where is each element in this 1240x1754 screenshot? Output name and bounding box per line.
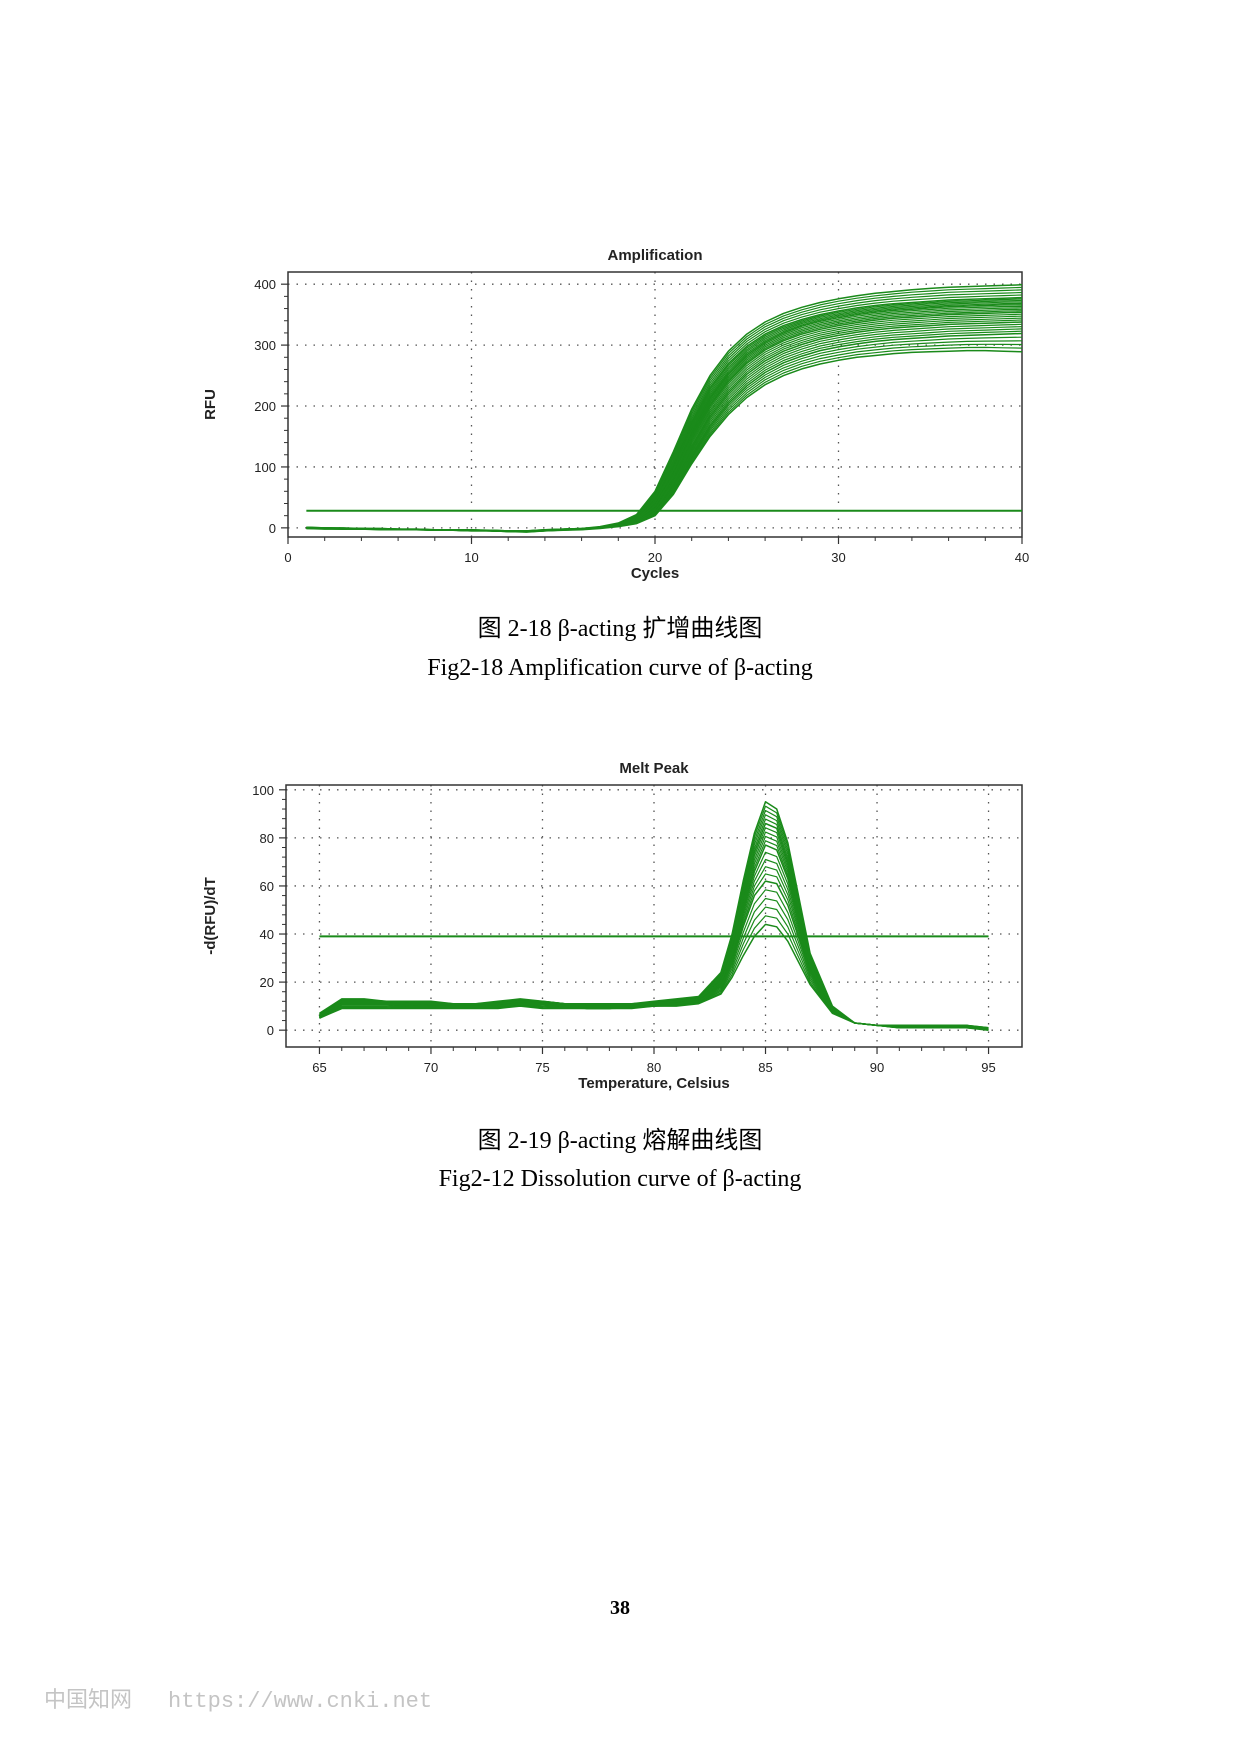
figure-caption-cn: 图 2-18 β-acting 扩增曲线图	[477, 616, 763, 642]
series-line-fill	[319, 805, 989, 1029]
y-tick-label: 100	[252, 783, 274, 798]
series-line	[319, 801, 989, 1029]
y-tick-label: 80	[260, 831, 274, 846]
x-tick-label: 10	[464, 550, 478, 565]
series-group	[319, 801, 989, 1031]
x-axis-label: Cycles	[631, 565, 679, 582]
figure-caption-en: Fig2-18 Amplification curve of β-acting	[427, 655, 813, 681]
x-tick-label: 40	[1015, 550, 1029, 565]
x-tick-label: 70	[424, 1060, 438, 1075]
y-tick-label: 60	[260, 879, 274, 894]
series-line-fill	[319, 906, 989, 1030]
series-line	[306, 349, 1023, 533]
series-line-fill	[319, 827, 989, 1031]
x-tick-label: 0	[284, 550, 291, 565]
x-tick-label: 30	[831, 550, 845, 565]
series-line-fill	[319, 840, 989, 1029]
watermark: 中国知网 https://www.cnki.net	[44, 1682, 468, 1714]
x-tick-label: 80	[647, 1060, 661, 1075]
y-tick-label: 40	[260, 927, 274, 942]
figure-caption-cn: 图 2-19 β-acting 熔解曲线图	[477, 1128, 763, 1154]
x-tick-label: 65	[312, 1060, 326, 1075]
melt-peak-plot: Melt Peak 65 70 75 80 85 90 95 0 20 40 60 80 100 Tempe…	[202, 760, 1023, 1092]
series-group	[306, 284, 1023, 533]
x-tick-label: 20	[648, 550, 662, 565]
y-tick-label: 300	[254, 338, 276, 353]
x-tick-label: 90	[870, 1060, 884, 1075]
watermark-brand: 中国知网	[44, 1689, 133, 1714]
series-line	[319, 822, 989, 1031]
y-tick-label: 400	[254, 277, 276, 292]
y-tick-label: 200	[254, 399, 276, 414]
series-line	[306, 332, 1023, 533]
y-axis-label: RFU	[202, 389, 219, 420]
x-tick-label: 85	[758, 1060, 772, 1075]
series-line-fill	[319, 835, 989, 1030]
chart-title: Amplification	[607, 247, 702, 264]
y-axis-label: -d(RFU)/dT	[202, 877, 219, 954]
figure-caption-en: Fig2-12 Dissolution curve of β-acting	[438, 1166, 802, 1192]
y-tick-label: 0	[267, 1023, 274, 1038]
x-tick-label: 95	[981, 1060, 995, 1075]
x-axis-label: Temperature, Celsius	[578, 1075, 729, 1092]
y-tick-label: 0	[269, 521, 276, 536]
chart-title: Melt Peak	[619, 760, 689, 777]
amplification-chart: Amplification 0 10 20 30 40 0 100 200 300 400 Cycle…	[0, 240, 1240, 600]
series-line	[319, 923, 989, 1031]
page-number: 38	[610, 1597, 630, 1619]
series-line-fill	[319, 809, 989, 1030]
x-tick-label: 75	[535, 1060, 549, 1075]
watermark-url: https://www.cnki.net	[168, 1689, 433, 1714]
y-tick-label: 20	[260, 975, 274, 990]
y-tick-label: 100	[254, 460, 276, 475]
melt-peak-chart: Melt Peak 65 70 75 80 85 90 95 0 20 40 60 80 100 Tempe…	[0, 755, 1240, 1120]
